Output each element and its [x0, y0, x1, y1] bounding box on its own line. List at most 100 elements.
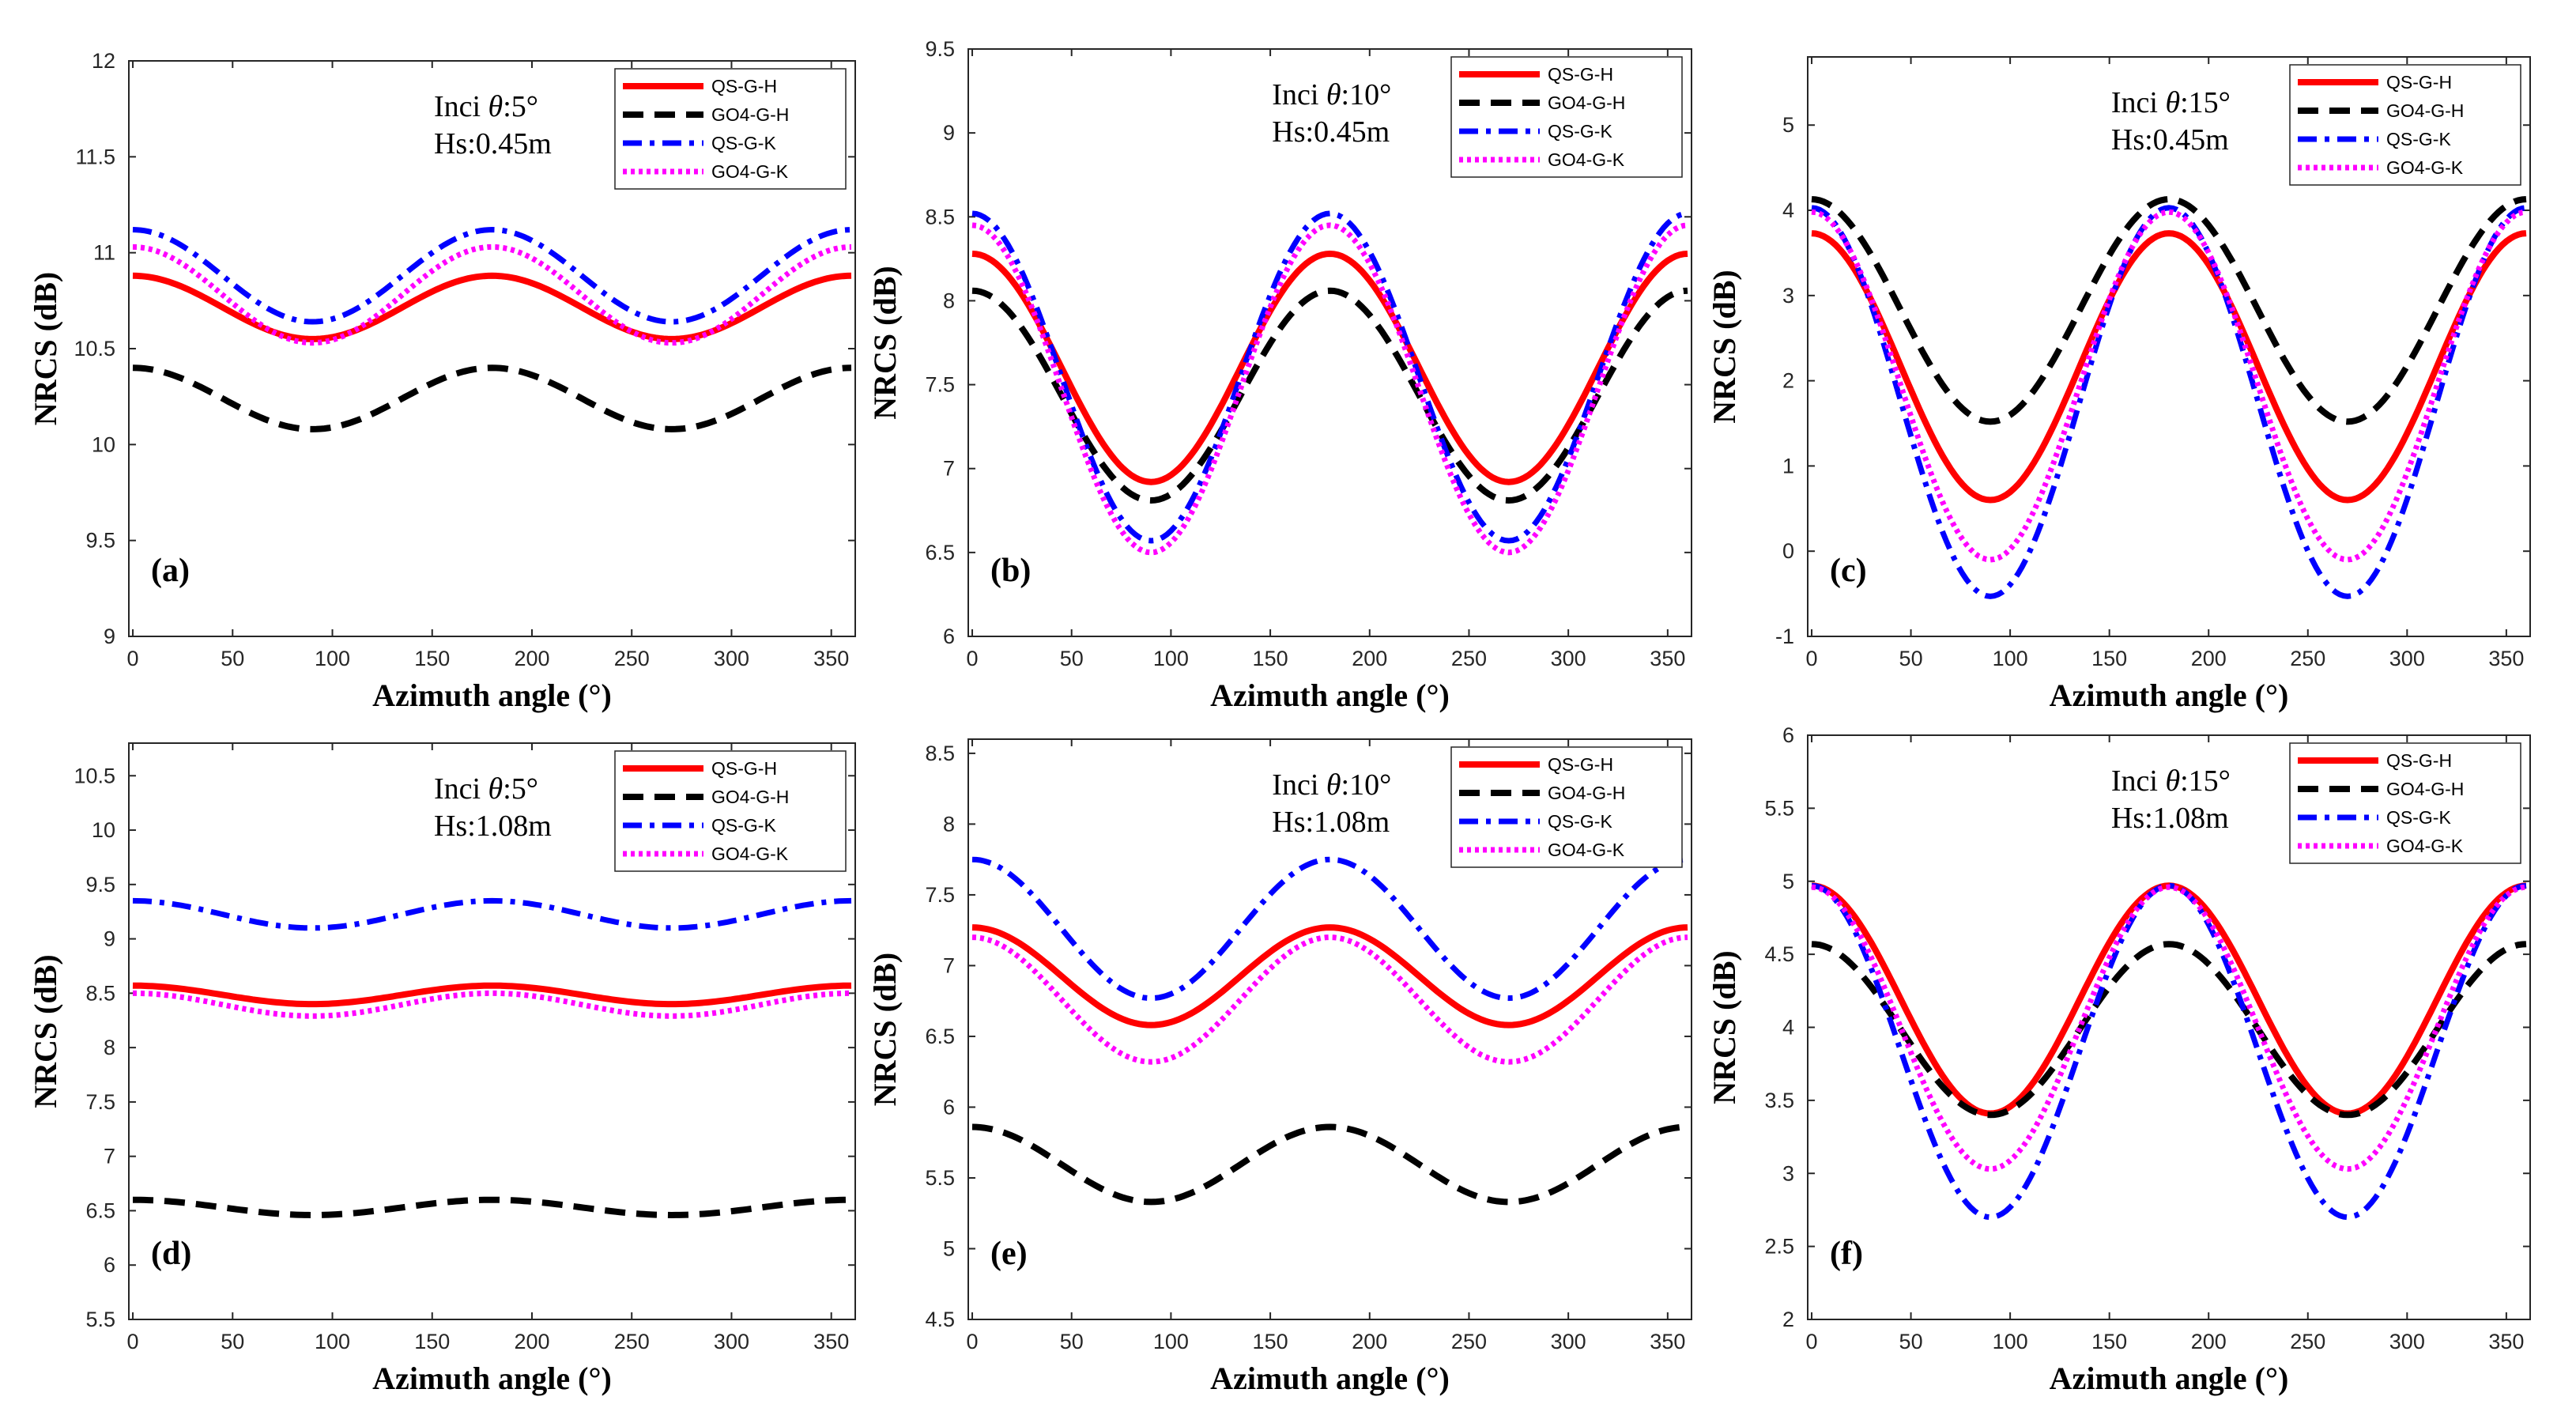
y-tick-label: 3 — [1782, 1161, 1794, 1185]
wave-height-annotation: Hs:1.08m — [1272, 806, 1390, 839]
x-tick-label: 0 — [1806, 1330, 1818, 1353]
x-tick-label: 250 — [614, 1330, 650, 1353]
x-axis-title: Azimuth angle (°) — [2050, 678, 2289, 713]
x-tick-label: 350 — [813, 647, 849, 670]
x-tick-label: 150 — [2091, 647, 2127, 670]
legend-label: QS-G-H — [2386, 72, 2452, 92]
panel-label: (d) — [151, 1236, 191, 1272]
x-tick-label: 300 — [2389, 647, 2425, 670]
x-tick-label: 0 — [127, 1330, 139, 1353]
x-tick-label: 350 — [1650, 647, 1685, 670]
legend-label: QS-G-H — [1548, 64, 1613, 85]
series-line-qs-g-k — [971, 210, 1688, 544]
legend-label: GO4-G-K — [1548, 149, 1625, 170]
x-tick-label: 350 — [2488, 1330, 2524, 1353]
y-tick-label: 7.5 — [925, 373, 955, 397]
x-tick-label: 150 — [414, 1330, 450, 1353]
y-tick-label: 10.5 — [74, 764, 115, 787]
x-tick-label: 50 — [221, 647, 244, 670]
y-axis-title: NRCS (dB) — [1707, 270, 1742, 423]
y-tick-label: 7.5 — [925, 883, 955, 907]
y-tick-label: 9.5 — [85, 529, 115, 553]
chart-panel-f: 0 50 100 150 200 250 300 350 2 2.5 3 3.5 4 4.5 5 5.5 6 Az… — [1707, 723, 2531, 1396]
x-tick-label: 0 — [967, 647, 979, 670]
chart-panel-a: 0 50 100 150 200 250 300 350 9 9.5 10 10.5 11 11.5 12 A… — [28, 49, 856, 713]
y-tick-label: 5.5 — [1764, 796, 1794, 820]
series-line-qs-g-k — [132, 897, 852, 931]
incidence-annotation: Inci θ:15° — [2111, 86, 2231, 119]
x-tick-label: 100 — [1993, 1330, 2028, 1353]
x-tick-label: 200 — [514, 647, 549, 670]
series-line-go4-g-k — [132, 243, 852, 346]
series-line-go4-g-k — [1811, 884, 2527, 1172]
x-axis-title: Azimuth angle (°) — [1210, 1361, 1450, 1396]
y-tick-label: 5 — [943, 1236, 955, 1260]
y-tick-label: 6 — [943, 625, 955, 648]
legend-label: GO4-G-H — [1548, 783, 1625, 803]
y-tick-label: 5.5 — [925, 1166, 955, 1190]
wave-height-annotation: Hs:0.45m — [434, 127, 552, 160]
y-tick-label: 2 — [1782, 1308, 1794, 1331]
x-tick-label: 150 — [414, 647, 450, 670]
y-tick-label: 2.5 — [1764, 1235, 1794, 1259]
y-tick-label: 6 — [104, 1253, 115, 1277]
x-tick-label: 200 — [2191, 1330, 2227, 1353]
legend-label: QS-G-K — [2386, 807, 2451, 828]
x-tick-label: 150 — [2091, 1330, 2127, 1353]
y-tick-label: 3.5 — [1764, 1089, 1794, 1112]
series-line-qs-g-k — [132, 226, 852, 325]
y-tick-label: 9.5 — [925, 37, 955, 61]
legend-label: QS-G-H — [2386, 750, 2452, 771]
y-tick-label: 8 — [943, 812, 955, 836]
legend-label: GO4-G-H — [2386, 100, 2464, 121]
series-line-qs-g-h — [132, 272, 852, 342]
wave-height-annotation: Hs:0.45m — [2111, 123, 2229, 157]
chart-panel-c: 0 50 100 150 200 250 300 350 -1 0 1 2 3 4 5 Azimuth ang… — [1707, 56, 2531, 713]
x-tick-label: 350 — [1650, 1330, 1685, 1353]
incidence-annotation: Inci θ:10° — [1272, 78, 1391, 111]
legend-label: GO4-G-K — [2386, 157, 2464, 178]
x-tick-label: 100 — [315, 647, 350, 670]
series-line-go4-g-h — [133, 1196, 851, 1219]
x-tick-label: 50 — [1060, 647, 1084, 670]
wave-height-annotation: Hs:0.45m — [1272, 115, 1390, 149]
incidence-annotation: Inci θ:5° — [434, 90, 538, 123]
legend-label: GO4-G-H — [1548, 92, 1625, 113]
y-tick-label: 7.5 — [85, 1090, 115, 1114]
legend-label: GO4-G-H — [2386, 779, 2464, 799]
y-tick-label: 8.5 — [925, 205, 955, 228]
chart-panel-b: 0 50 100 150 200 250 300 350 6 6.5 7 7.5 8 8.5 9 9.5 Azi… — [867, 37, 1692, 713]
x-tick-label: 250 — [1451, 1330, 1487, 1353]
x-tick-label: 200 — [1352, 647, 1387, 670]
y-tick-label: 2 — [1782, 369, 1794, 393]
series-line-qs-g-k — [1811, 882, 2527, 1221]
incidence-annotation: Inci θ:10° — [1272, 768, 1391, 802]
x-tick-label: 50 — [1899, 1330, 1923, 1353]
y-tick-label: 10 — [92, 432, 115, 456]
series-line-qs-g-h — [1811, 230, 2527, 504]
legend-label: QS-G-K — [1548, 811, 1612, 832]
y-axis-title: NRCS (dB) — [1707, 950, 1742, 1104]
x-tick-label: 300 — [1551, 647, 1586, 670]
y-axis-title: NRCS (dB) — [28, 272, 63, 425]
legend-label: GO4-G-H — [711, 104, 789, 125]
series-line-go4-g-k — [1811, 209, 2527, 563]
y-tick-label: 9 — [104, 625, 115, 648]
panel-label: (b) — [990, 553, 1031, 589]
y-tick-label: 6.5 — [85, 1198, 115, 1222]
legend-label: QS-G-H — [1548, 754, 1613, 775]
x-tick-label: 100 — [1153, 1330, 1189, 1353]
x-tick-label: 50 — [221, 1330, 244, 1353]
y-tick-label: 5 — [1782, 870, 1794, 893]
y-tick-label: 7 — [943, 953, 955, 977]
x-tick-label: 250 — [2290, 1330, 2325, 1353]
y-tick-label: 8 — [943, 289, 955, 312]
panel-label: (e) — [990, 1236, 1028, 1272]
x-tick-label: 0 — [1806, 647, 1818, 670]
x-tick-label: 300 — [1551, 1330, 1586, 1353]
x-tick-label: 100 — [1993, 647, 2028, 670]
legend-label: GO4-G-K — [2386, 836, 2464, 856]
x-tick-label: 250 — [1451, 647, 1487, 670]
series-line-qs-g-k — [971, 856, 1688, 1002]
legend-label: QS-G-H — [711, 758, 777, 779]
